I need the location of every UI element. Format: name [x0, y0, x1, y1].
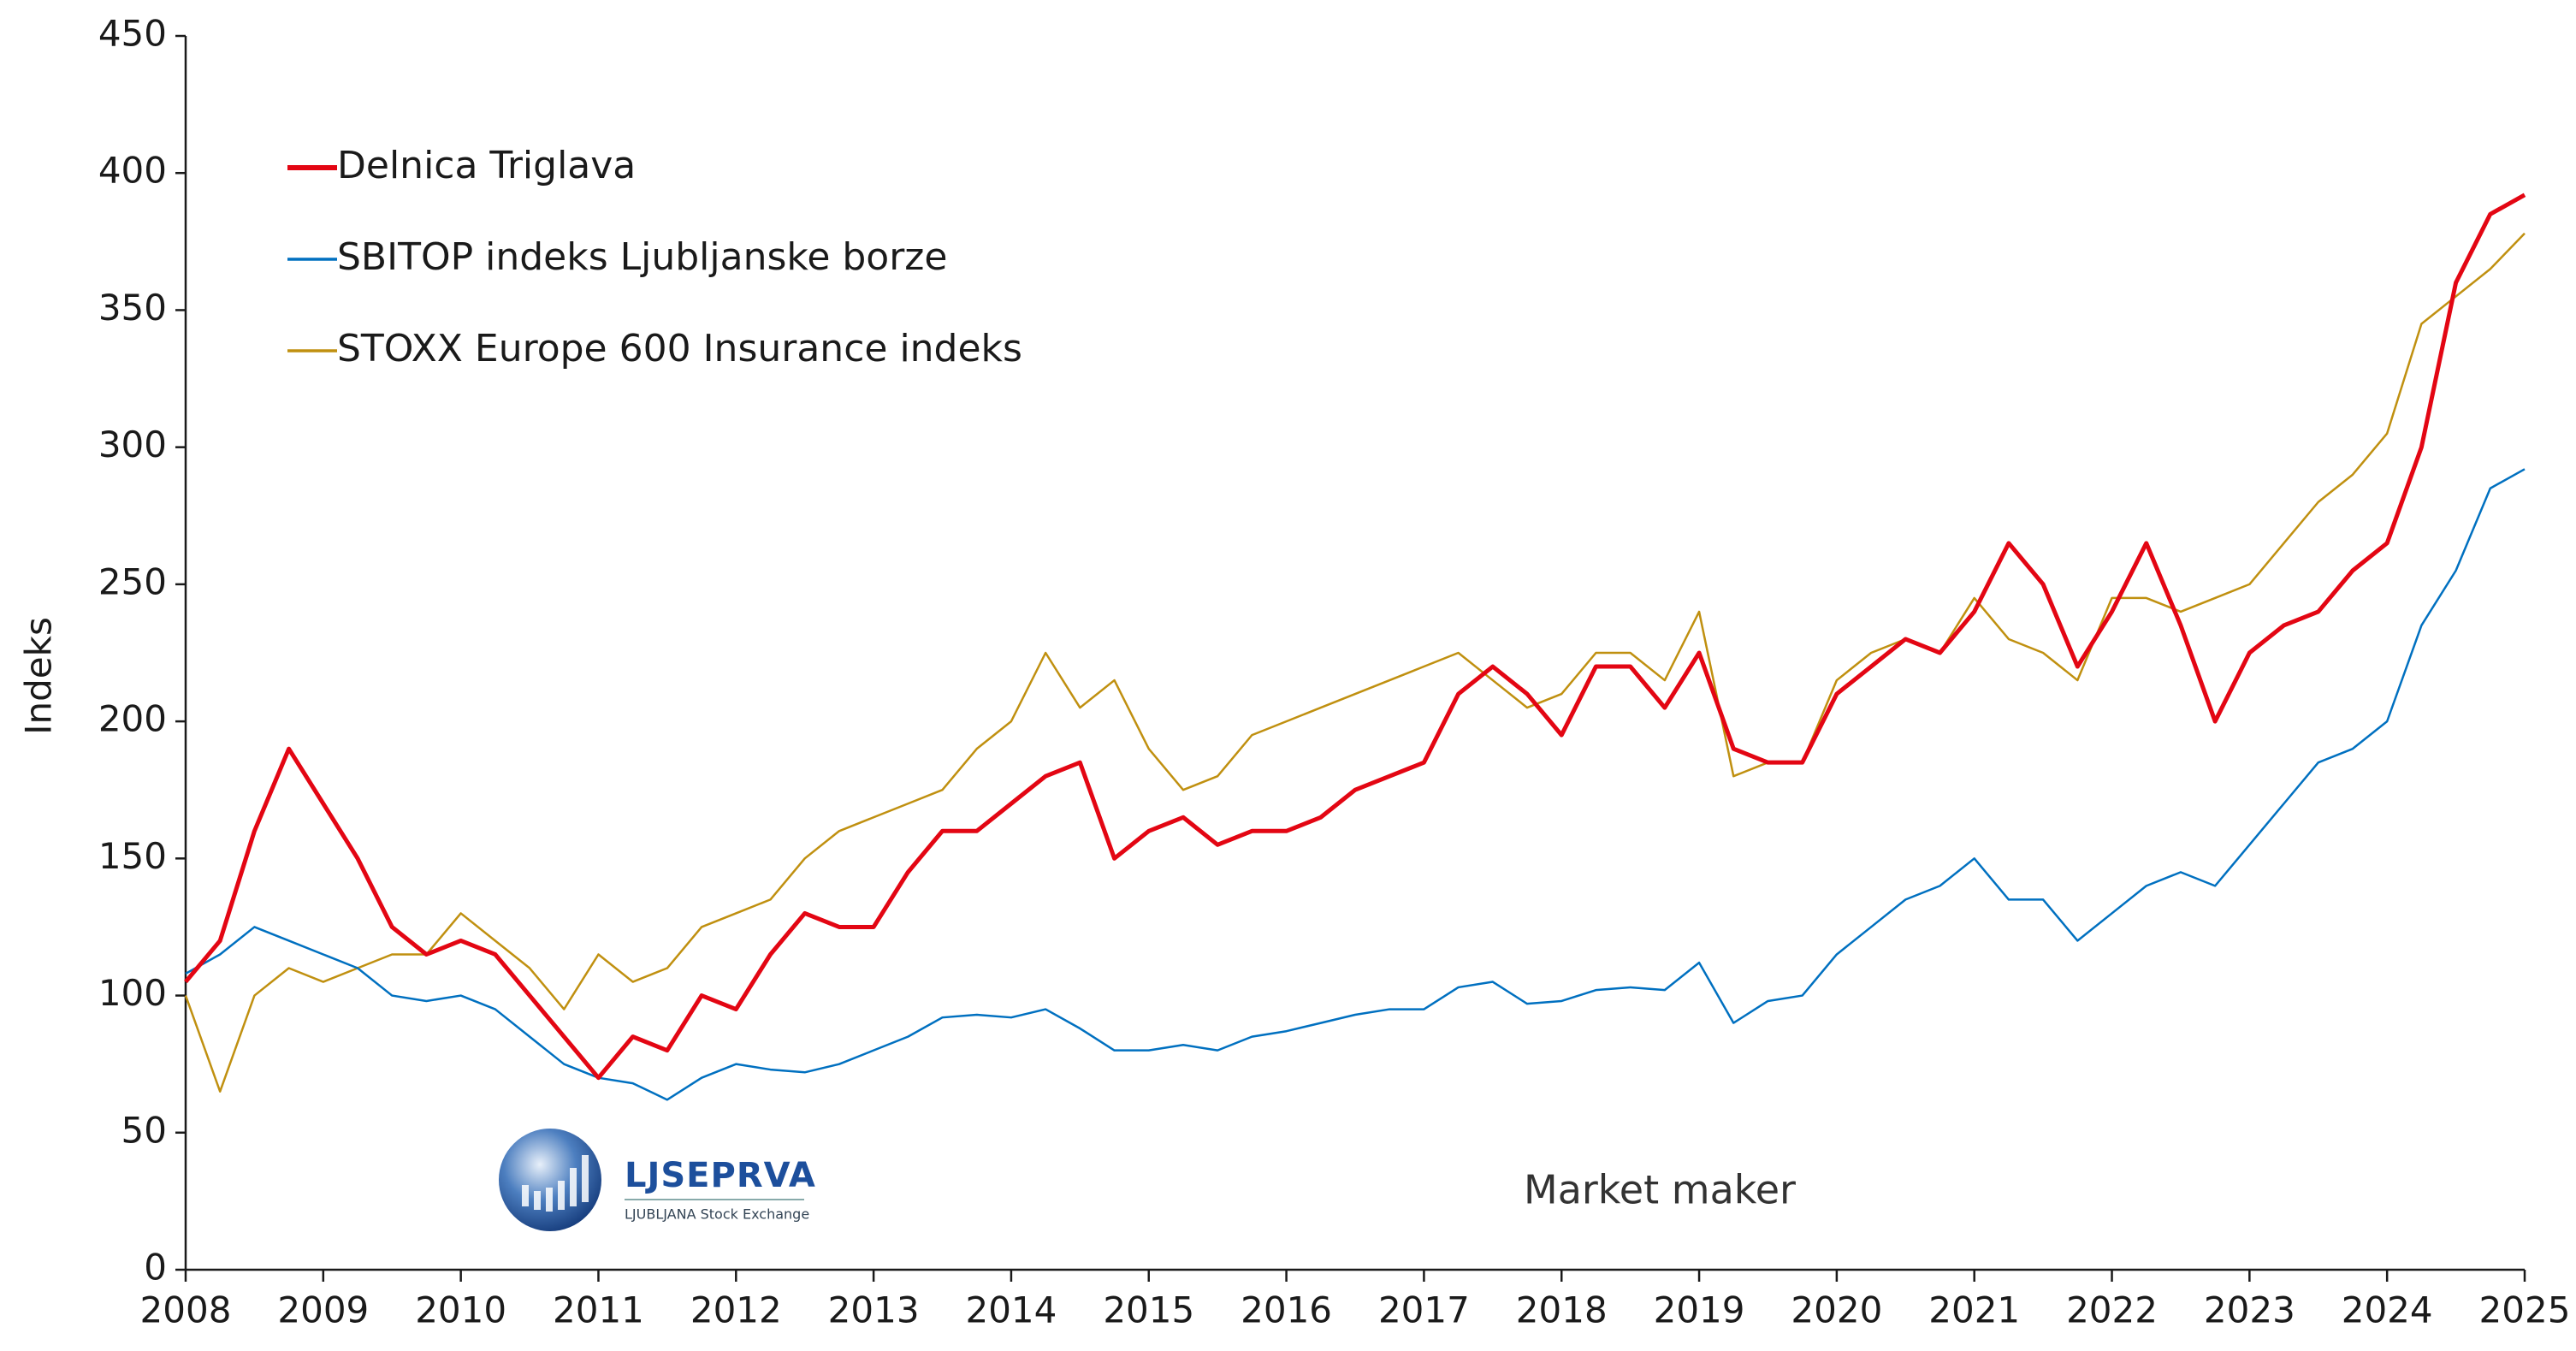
x-tick-label: 2014 — [965, 1289, 1057, 1331]
x-tick-label: 2018 — [1516, 1289, 1608, 1331]
x-tick-label: 2021 — [1928, 1289, 2020, 1331]
x-tick-label: 2015 — [1103, 1289, 1194, 1331]
y-tick-label: 200 — [98, 698, 167, 740]
y-tick-label: 150 — [98, 835, 167, 877]
series-line — [185, 468, 2526, 1101]
x-tick-label: 2010 — [415, 1289, 506, 1331]
x-tick-label: 2016 — [1241, 1289, 1332, 1331]
y-tick-label: 250 — [98, 560, 167, 602]
x-tick-label: 2011 — [553, 1289, 644, 1331]
annotation: Market maker — [1524, 1167, 1796, 1213]
legend-label: Delnica Triglava — [337, 144, 636, 187]
x-tick-label: 2024 — [2342, 1289, 2433, 1331]
legend-label: STOXX Europe 600 Insurance indeks — [337, 327, 1022, 370]
y-tick-label: 100 — [98, 972, 167, 1014]
series-line — [184, 193, 2526, 1081]
x-tick-label: 2008 — [140, 1289, 232, 1331]
logo-subtitle: LJUBLJANA Stock Exchange — [625, 1206, 809, 1223]
x-tick-label: 2012 — [690, 1289, 782, 1331]
y-tick-label: 350 — [98, 287, 167, 329]
x-tick-label: 2025 — [2479, 1289, 2571, 1331]
y-tick-label: 450 — [98, 13, 167, 55]
y-tick-label: 300 — [98, 424, 167, 465]
logo-name: LJSEPRVA — [625, 1156, 816, 1195]
y-tick-label: 400 — [98, 150, 167, 192]
y-axis-label: Indeks — [18, 617, 60, 735]
x-tick-label: 2017 — [1378, 1289, 1470, 1331]
x-tick-label: 2009 — [277, 1289, 369, 1331]
x-tick-label: 2019 — [1654, 1289, 1745, 1331]
series-line — [184, 232, 2526, 1093]
x-tick-label: 2023 — [2204, 1289, 2295, 1331]
y-tick-label: 50 — [121, 1109, 167, 1151]
logo: LJSEPRVA LJUBLJANA Stock Exchange — [499, 1129, 816, 1231]
legend-label: SBITOP indeks Ljubljanske borze — [337, 235, 947, 279]
x-tick-label: 2022 — [2066, 1289, 2158, 1331]
x-tick-label: 2013 — [828, 1289, 920, 1331]
x-tick-label: 2020 — [1791, 1289, 1882, 1331]
y-tick-label: 0 — [144, 1247, 167, 1289]
